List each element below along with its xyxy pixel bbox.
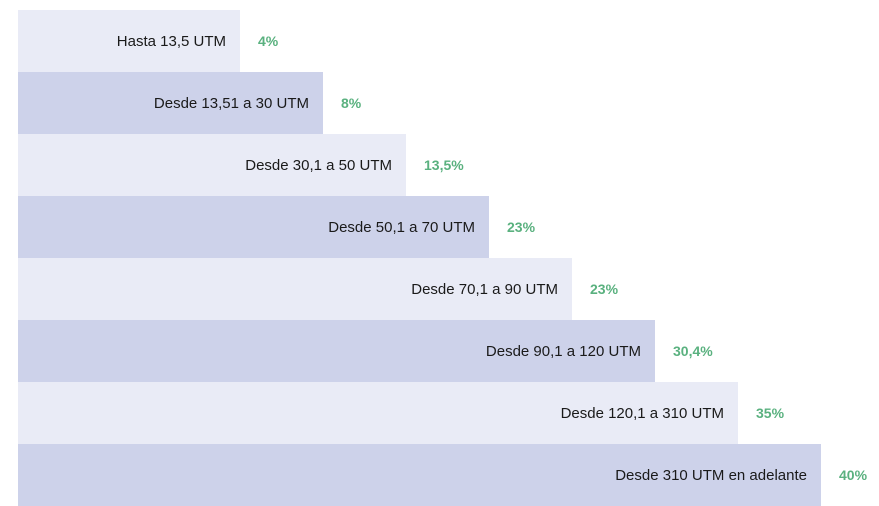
row-value: 23% <box>507 219 536 235</box>
row-label: Desde 13,51 a 30 UTM <box>18 72 323 134</box>
row-value: 4% <box>258 33 279 49</box>
row-label: Desde 70,1 a 90 UTM <box>18 258 572 320</box>
row-value: 35% <box>756 405 785 421</box>
row-label: Desde 310 UTM en adelante <box>18 444 821 506</box>
row-label: Desde 90,1 a 120 UTM <box>18 320 655 382</box>
row-value: 23% <box>590 281 619 297</box>
row-label: Desde 50,1 a 70 UTM <box>18 196 489 258</box>
row-label: Hasta 13,5 UTM <box>18 10 240 72</box>
row-value: 8% <box>341 95 362 111</box>
row-value: 13,5% <box>424 157 464 173</box>
row-value: 40% <box>839 467 868 483</box>
row-label: Desde 30,1 a 50 UTM <box>18 134 406 196</box>
row-label: Desde 120,1 a 310 UTM <box>18 382 738 444</box>
row-value: 30,4% <box>673 343 713 359</box>
